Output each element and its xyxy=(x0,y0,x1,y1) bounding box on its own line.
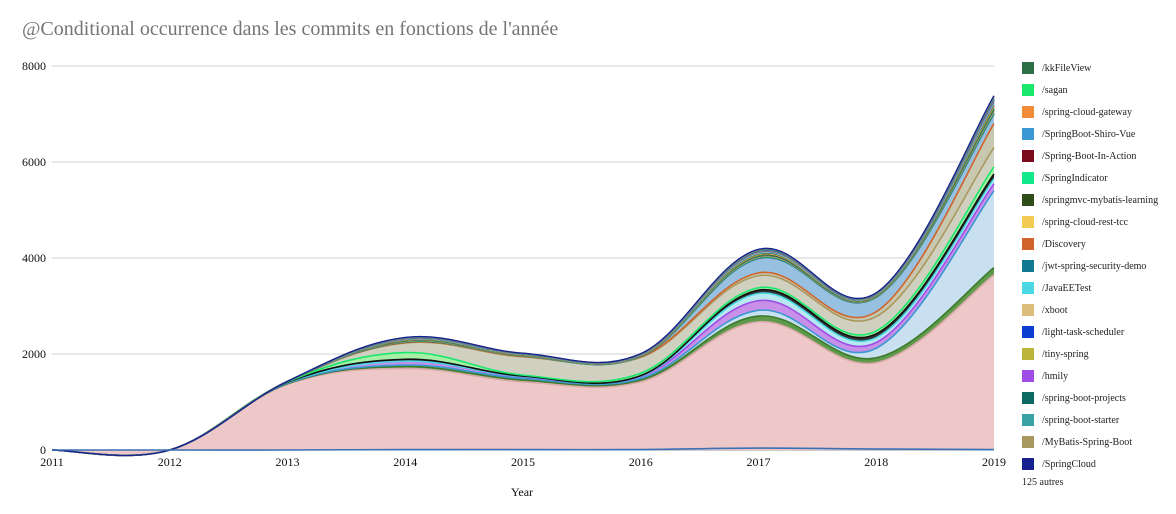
legend-label: /MyBatis-Spring-Boot xyxy=(1042,436,1133,448)
legend-label: /xboot xyxy=(1042,304,1068,316)
chart-title: @Conditional occurrence dans les commits… xyxy=(22,18,559,40)
legend-label: /springmvc-mybatis-learning xyxy=(1042,194,1159,206)
legend-swatch xyxy=(1022,458,1034,470)
legend-swatch xyxy=(1022,436,1034,448)
legend-swatch xyxy=(1022,326,1034,338)
legend-item[interactable]: /spring-cloud-gateway xyxy=(1022,101,1172,123)
legend-item[interactable]: /hmily xyxy=(1022,365,1172,387)
legend-swatch xyxy=(1022,348,1034,360)
x-tick-label: 2016 xyxy=(629,455,653,469)
base-series-line xyxy=(51,447,995,451)
legend-item[interactable]: /spring-boot-projects xyxy=(1022,387,1172,409)
legend-item[interactable]: /jwt-spring-security-demo xyxy=(1022,255,1172,277)
y-axis-ticks: 0 2000 4000 6000 8000 xyxy=(22,59,46,457)
legend-swatch xyxy=(1022,106,1034,118)
area-band xyxy=(52,114,994,456)
x-axis-title: Year xyxy=(511,485,533,499)
legend-label: /Discovery xyxy=(1042,238,1086,250)
x-tick-label: 2012 xyxy=(158,455,182,469)
legend-item[interactable]: /spring-boot-starter xyxy=(1022,409,1172,431)
legend-label: /kkFileView xyxy=(1042,62,1092,74)
x-tick-label: 2011 xyxy=(40,455,64,469)
y-tick-label: 8000 xyxy=(22,59,46,73)
legend-item[interactable]: /MyBatis-Spring-Boot xyxy=(1022,431,1172,453)
legend-items: /kkFileView/sagan/spring-cloud-gateway/S… xyxy=(1022,57,1172,475)
legend-more-label: 125 autres xyxy=(1022,477,1064,488)
legend-label: /hmily xyxy=(1042,370,1069,382)
x-tick-label: 2018 xyxy=(864,455,888,469)
area-band xyxy=(52,274,994,456)
legend-item[interactable]: /xboot xyxy=(1022,299,1172,321)
legend-swatch xyxy=(1022,304,1034,316)
legend-item[interactable]: /light-task-scheduler xyxy=(1022,321,1172,343)
series-line xyxy=(51,95,995,457)
legend-swatch xyxy=(1022,194,1034,206)
legend-label: /JavaEETest xyxy=(1042,282,1092,294)
area-bands xyxy=(52,114,994,456)
y-tick-label: 4000 xyxy=(22,251,46,265)
legend-item[interactable]: /SpringIndicator xyxy=(1022,167,1172,189)
legend-swatch xyxy=(1022,238,1034,250)
legend-swatch xyxy=(1022,128,1034,140)
legend-label: /spring-boot-starter xyxy=(1042,414,1120,426)
x-tick-label: 2017 xyxy=(747,455,771,469)
legend-label: /light-task-scheduler xyxy=(1042,326,1125,338)
legend-item[interactable]: /SpringCloud xyxy=(1022,453,1172,475)
legend-item[interactable]: /springmvc-mybatis-learning xyxy=(1022,189,1172,211)
legend-label: /sagan xyxy=(1042,84,1068,96)
x-tick-label: 2014 xyxy=(393,455,417,469)
x-tick-label: 2015 xyxy=(511,455,535,469)
legend-swatch xyxy=(1022,392,1034,404)
legend-item[interactable]: /kkFileView xyxy=(1022,57,1172,79)
legend-swatch xyxy=(1022,216,1034,228)
legend-label: /spring-boot-projects xyxy=(1042,392,1126,404)
area-band xyxy=(52,178,994,456)
legend-swatch xyxy=(1022,370,1034,382)
y-tick-label: 2000 xyxy=(22,347,46,361)
legend-swatch xyxy=(1022,150,1034,162)
legend-label: /SpringIndicator xyxy=(1042,172,1108,184)
legend-label: /SpringBoot-Shiro-Vue xyxy=(1042,128,1136,140)
legend-item[interactable]: /spring-cloud-rest-tcc xyxy=(1022,211,1172,233)
legend-swatch xyxy=(1022,84,1034,96)
series-lines xyxy=(51,95,995,457)
x-axis-ticks: 2011 2012 2013 2014 2015 2016 2017 2018 2019 xyxy=(40,455,1006,469)
legend-item[interactable]: /sagan xyxy=(1022,79,1172,101)
legend: /kkFileView/sagan/spring-cloud-gateway/S… xyxy=(1022,57,1172,488)
legend-swatch xyxy=(1022,62,1034,74)
legend-label: /spring-cloud-gateway xyxy=(1042,106,1132,118)
area-band xyxy=(52,147,994,456)
x-tick-label: 2019 xyxy=(982,455,1006,469)
legend-label: /SpringCloud xyxy=(1042,458,1096,470)
legend-swatch xyxy=(1022,282,1034,294)
legend-label: /Spring-Boot-In-Action xyxy=(1042,150,1137,162)
legend-swatch xyxy=(1022,260,1034,272)
legend-item[interactable]: /Spring-Boot-In-Action xyxy=(1022,145,1172,167)
legend-swatch xyxy=(1022,172,1034,184)
legend-label: /tiny-spring xyxy=(1042,348,1089,360)
legend-label: /spring-cloud-rest-tcc xyxy=(1042,216,1129,228)
legend-item[interactable]: /JavaEETest xyxy=(1022,277,1172,299)
legend-item[interactable]: /tiny-spring xyxy=(1022,343,1172,365)
y-tick-label: 6000 xyxy=(22,155,46,169)
legend-label: /jwt-spring-security-demo xyxy=(1042,260,1147,272)
legend-item[interactable]: /SpringBoot-Shiro-Vue xyxy=(1022,123,1172,145)
x-tick-label: 2013 xyxy=(276,455,300,469)
y-tick-label: 0 xyxy=(40,443,46,457)
legend-swatch xyxy=(1022,414,1034,426)
legend-item[interactable]: /Discovery xyxy=(1022,233,1172,255)
